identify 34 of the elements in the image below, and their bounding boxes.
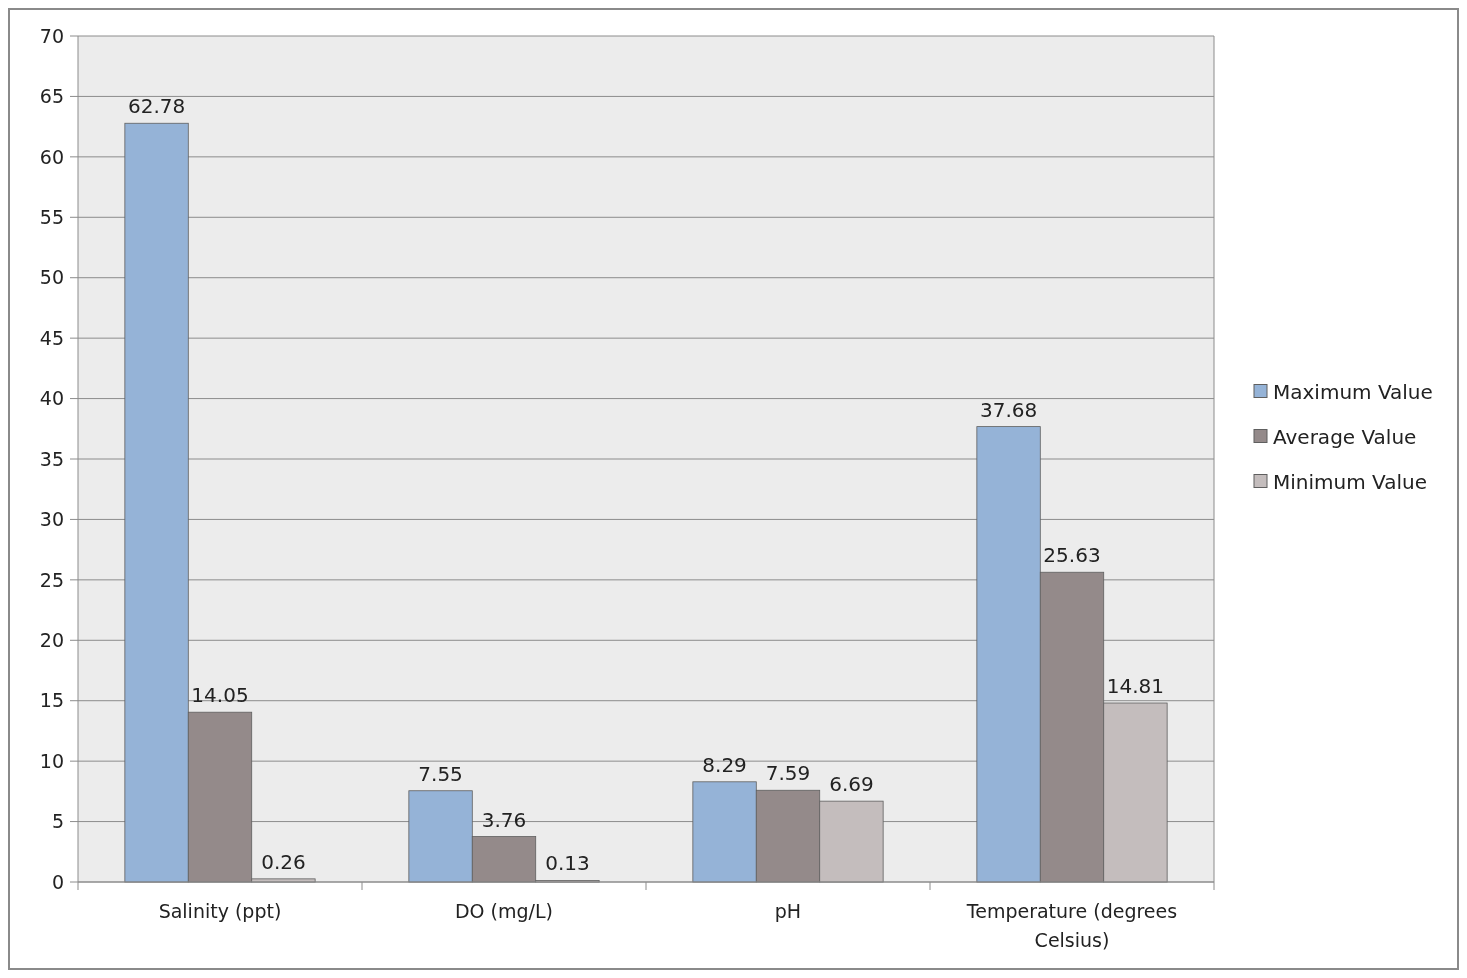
y-tick-label: 40 [39, 387, 64, 410]
data-label: 8.29 [702, 752, 747, 777]
data-label: 6.69 [829, 772, 874, 797]
y-tick-label: 10 [39, 749, 64, 772]
legend-label: Average Value [1273, 424, 1417, 449]
data-label: 37.68 [979, 397, 1038, 422]
y-tick-label: 45 [39, 326, 64, 349]
y-tick-label: 70 [39, 24, 64, 47]
x-tick-label: Temperature (degrees Celsius) [965, 900, 1178, 951]
y-tick-label: 30 [39, 508, 64, 531]
data-label: 7.55 [418, 761, 463, 786]
y-tick-label: 15 [39, 689, 64, 712]
data-label: 0.26 [261, 849, 306, 874]
data-label: 3.76 [481, 807, 527, 832]
x-tick-label: Salinity (ppt) [158, 900, 282, 922]
y-tick-label: 0 [51, 870, 64, 893]
data-label: 25.63 [1043, 543, 1101, 568]
y-tick-label: 5 [51, 810, 64, 833]
y-tick-label: 65 [39, 85, 64, 108]
y-tick-label: 25 [39, 568, 64, 591]
y-tick-label: 60 [39, 145, 64, 168]
y-tick-label: 55 [39, 205, 64, 228]
data-label: 14.05 [191, 683, 249, 708]
data-label: 62.78 [127, 94, 186, 119]
y-tick-label: 50 [39, 266, 64, 289]
x-tick-label: DO (mg/L) [454, 900, 554, 922]
legend-label: Minimum Value [1273, 469, 1427, 494]
y-tick-label: 20 [39, 628, 64, 651]
x-tick-label: pH [774, 900, 802, 922]
y-tick-label: 35 [39, 447, 64, 470]
data-label: 0.13 [545, 851, 590, 876]
data-label: 14.81 [1106, 674, 1165, 699]
data-label: 7.59 [765, 761, 811, 786]
legend-label: Maximum Value [1273, 379, 1433, 404]
